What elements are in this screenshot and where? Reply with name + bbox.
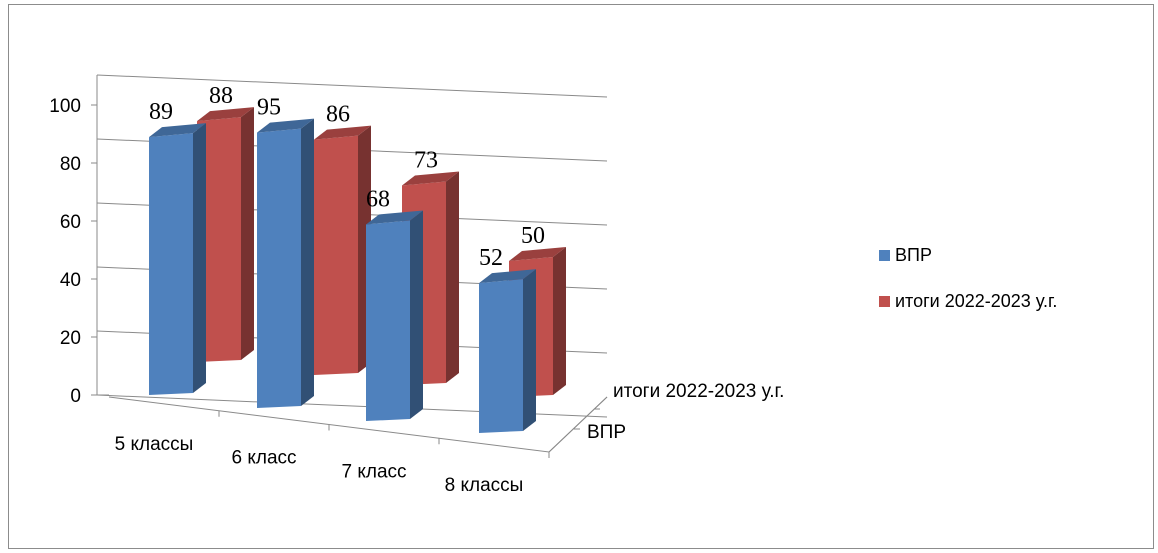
bar-top-face xyxy=(197,107,254,122)
bar-top-face xyxy=(479,269,536,284)
chart-plot: 0 20 40 60 80 100 5 классы 6 класс 7 класс 8 клас… xyxy=(49,74,784,496)
x-tick-label: 8 классы xyxy=(445,475,524,496)
data-label: 89 xyxy=(149,99,173,125)
x-tick-label: 7 класс xyxy=(341,461,406,482)
legend-item-vpr: ВПР xyxy=(879,243,1057,267)
data-label: 95 xyxy=(257,95,281,121)
gridline xyxy=(96,74,608,98)
bar-front-face xyxy=(149,133,193,395)
bar xyxy=(314,125,371,375)
bar-side-face xyxy=(301,118,314,406)
bar-top-face xyxy=(366,210,423,225)
bar-front-face xyxy=(197,117,241,363)
bar-side-face xyxy=(193,123,206,394)
x-tick-label: 5 классы xyxy=(115,434,194,455)
bar-front-face xyxy=(366,220,410,421)
depth-axis-label: итоги 2022-2023 у.г. xyxy=(613,381,784,402)
depth-axis xyxy=(548,396,608,453)
bar-front-face xyxy=(314,135,358,375)
y-tick-label: 60 xyxy=(60,212,81,233)
bar xyxy=(149,123,206,395)
data-label: 88 xyxy=(209,83,233,109)
y-tick-label: 0 xyxy=(70,386,81,407)
legend: ВПР итоги 2022-2023 у.г. xyxy=(879,243,1057,335)
bar xyxy=(366,210,423,421)
data-label: 52 xyxy=(479,245,503,271)
bar-side-face xyxy=(241,107,254,361)
y-tick-label: 20 xyxy=(60,328,81,349)
legend-item-results: итоги 2022-2023 у.г. xyxy=(879,289,1057,313)
bar-front-face xyxy=(479,279,523,433)
bar-top-face xyxy=(509,247,566,261)
legend-label-vpr: ВПР xyxy=(895,244,932,265)
y-tick-label: 100 xyxy=(49,96,81,117)
data-label: 86 xyxy=(326,102,350,128)
legend-label-results: итоги 2022-2023 у.г. xyxy=(895,290,1058,311)
bar xyxy=(479,269,536,433)
bar xyxy=(257,118,314,408)
bar-top-face xyxy=(402,171,459,186)
legend-swatch-vpr xyxy=(879,249,890,261)
legend-swatch-results xyxy=(879,295,890,307)
depth-axis-label: ВПР xyxy=(587,422,626,443)
data-label: 68 xyxy=(366,186,390,212)
y-tick-label: 40 xyxy=(60,270,81,291)
bar xyxy=(197,107,254,363)
bar-side-face xyxy=(523,269,536,431)
bar-top-face xyxy=(314,125,371,140)
y-tick-label: 80 xyxy=(60,154,81,175)
data-label: 73 xyxy=(414,148,438,174)
bar-side-face xyxy=(410,210,423,419)
chart-area: 0 20 40 60 80 100 5 классы 6 класс 7 класс 8 клас… xyxy=(8,4,1154,549)
bar-top-face xyxy=(149,123,206,138)
bar-top-face xyxy=(257,118,314,133)
bar-side-face xyxy=(553,247,566,395)
data-label: 50 xyxy=(521,223,545,249)
bar-front-face xyxy=(257,128,301,408)
x-tick-label: 6 класс xyxy=(231,448,296,469)
bar-side-face xyxy=(446,171,459,383)
